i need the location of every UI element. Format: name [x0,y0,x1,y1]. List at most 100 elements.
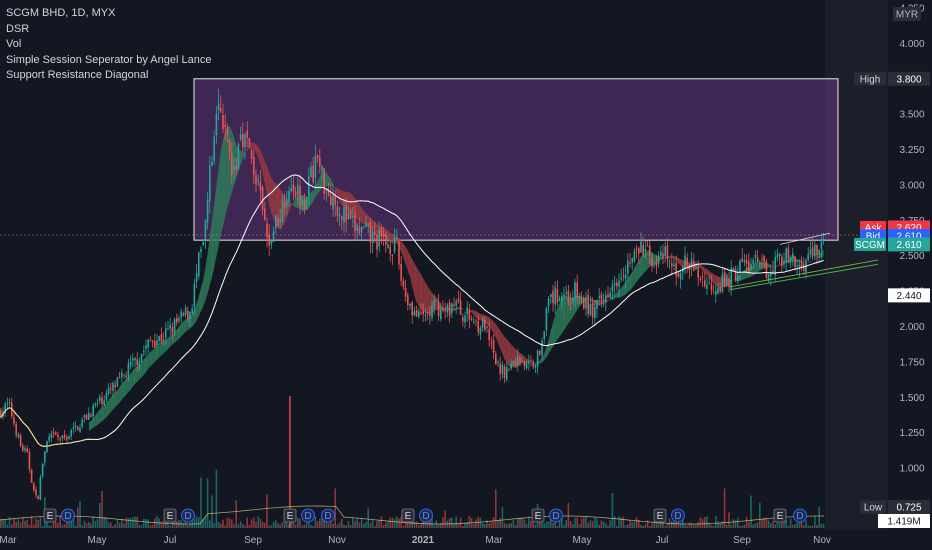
ask-badge-label: Ask [865,223,883,234]
volume-bar [376,521,378,528]
volume-bar [323,519,325,528]
candle-body [444,308,446,312]
volume-bar [528,516,530,528]
candle-body [539,350,541,355]
candle-body [501,364,504,374]
time-axis[interactable] [0,530,888,550]
ema-ribbon-segment [401,240,404,258]
dividend-marker [549,508,563,523]
high-badge-value: 3.800 [896,74,921,85]
volume-bar [787,525,790,528]
volume-bar [378,520,380,528]
candle-body [114,385,116,388]
indicator-dsr[interactable]: DSR [6,22,30,35]
volume-bar [816,524,818,528]
ema-ribbon-segment [170,333,173,347]
symbol-title[interactable]: SCGM BHD, 1D, MYX [6,7,116,19]
price-axis[interactable] [888,0,932,550]
x-tick-label: Mar [0,535,17,546]
volume-bar [631,522,633,528]
volume-bar [732,519,735,528]
volume-bar [587,522,589,528]
volume-bar [719,523,721,528]
volume-bar [72,512,75,528]
ema-ribbon-segment [550,322,553,350]
volume-bar [611,492,614,528]
candle-body [470,319,473,321]
ema-ribbon-segment [220,140,223,236]
ema-ribbon-segment [330,178,333,187]
candle-body [66,437,68,440]
ask-badge-value: 2.620 [896,223,921,234]
earnings-marker [43,508,57,523]
volume-bar [83,520,86,528]
dividend-marker-label: D [796,511,803,522]
candle-body [314,156,317,178]
volume-bar [792,524,794,528]
volume-bar [382,525,385,528]
volume-bar [627,524,629,528]
candle-body [323,168,325,194]
candle-body [752,260,754,265]
candle-body [781,256,783,266]
ema-ribbon-segment [357,200,360,221]
volume-bar [690,522,693,528]
candle-body [679,273,682,280]
candle-body [22,445,24,451]
candle-body [633,251,636,262]
candle-body [127,363,130,379]
candle-body [772,270,774,273]
ema-ribbon-segment [812,258,815,262]
candle-body [607,294,609,298]
candle-layer[interactable] [0,88,825,501]
volume-bar [209,520,211,528]
volume-bar [19,522,22,528]
volume-bar [176,521,178,528]
volume-bar [715,516,717,528]
volume-bar [521,517,523,528]
x-tick-label: May [573,535,592,546]
candle-body [741,258,743,262]
candle-body [492,340,495,353]
volume-bar [783,520,785,528]
volume-bar [598,524,600,528]
candle-body [409,304,411,307]
ema-ribbon-segment [733,278,736,281]
candle-body [424,314,427,316]
volume-bar [261,521,264,528]
candle-body [613,283,616,286]
candle-body [475,319,477,321]
volume-bar [763,517,765,528]
candle-body [374,231,376,235]
indicator-vol[interactable]: Vol [6,38,22,50]
ema-ribbon-segment [333,183,336,190]
volume-bar [468,516,471,528]
low-badge-value: 0.725 [896,503,921,514]
bid-badge-value: 2.610 [896,231,921,242]
volume-bar [488,523,490,528]
candle-body [264,208,266,221]
candle-body [402,280,405,288]
candle-body [48,436,50,441]
ema-ribbon-segment [817,255,820,259]
ema-ribbon-segment [636,260,639,282]
volume-bar [440,522,442,528]
volume-bar [149,525,152,528]
candle-body [792,253,794,258]
ema-ribbon-segment [700,265,703,271]
ema-ribbon-segment [614,292,617,299]
candle-body [213,136,215,161]
volume-bar [600,520,603,528]
indicator-support-resistance[interactable]: Support Resistance Diagonal [6,69,149,81]
volume-bar [125,517,127,528]
candle-body [794,256,796,268]
candle-body [587,295,589,315]
volume-bar [110,522,112,528]
volume-bar [704,517,706,528]
indicator-session-separator[interactable]: Simple Session Seperator by Angel Lance [6,53,212,66]
volume-bar [145,518,147,528]
candle-body [191,308,193,314]
